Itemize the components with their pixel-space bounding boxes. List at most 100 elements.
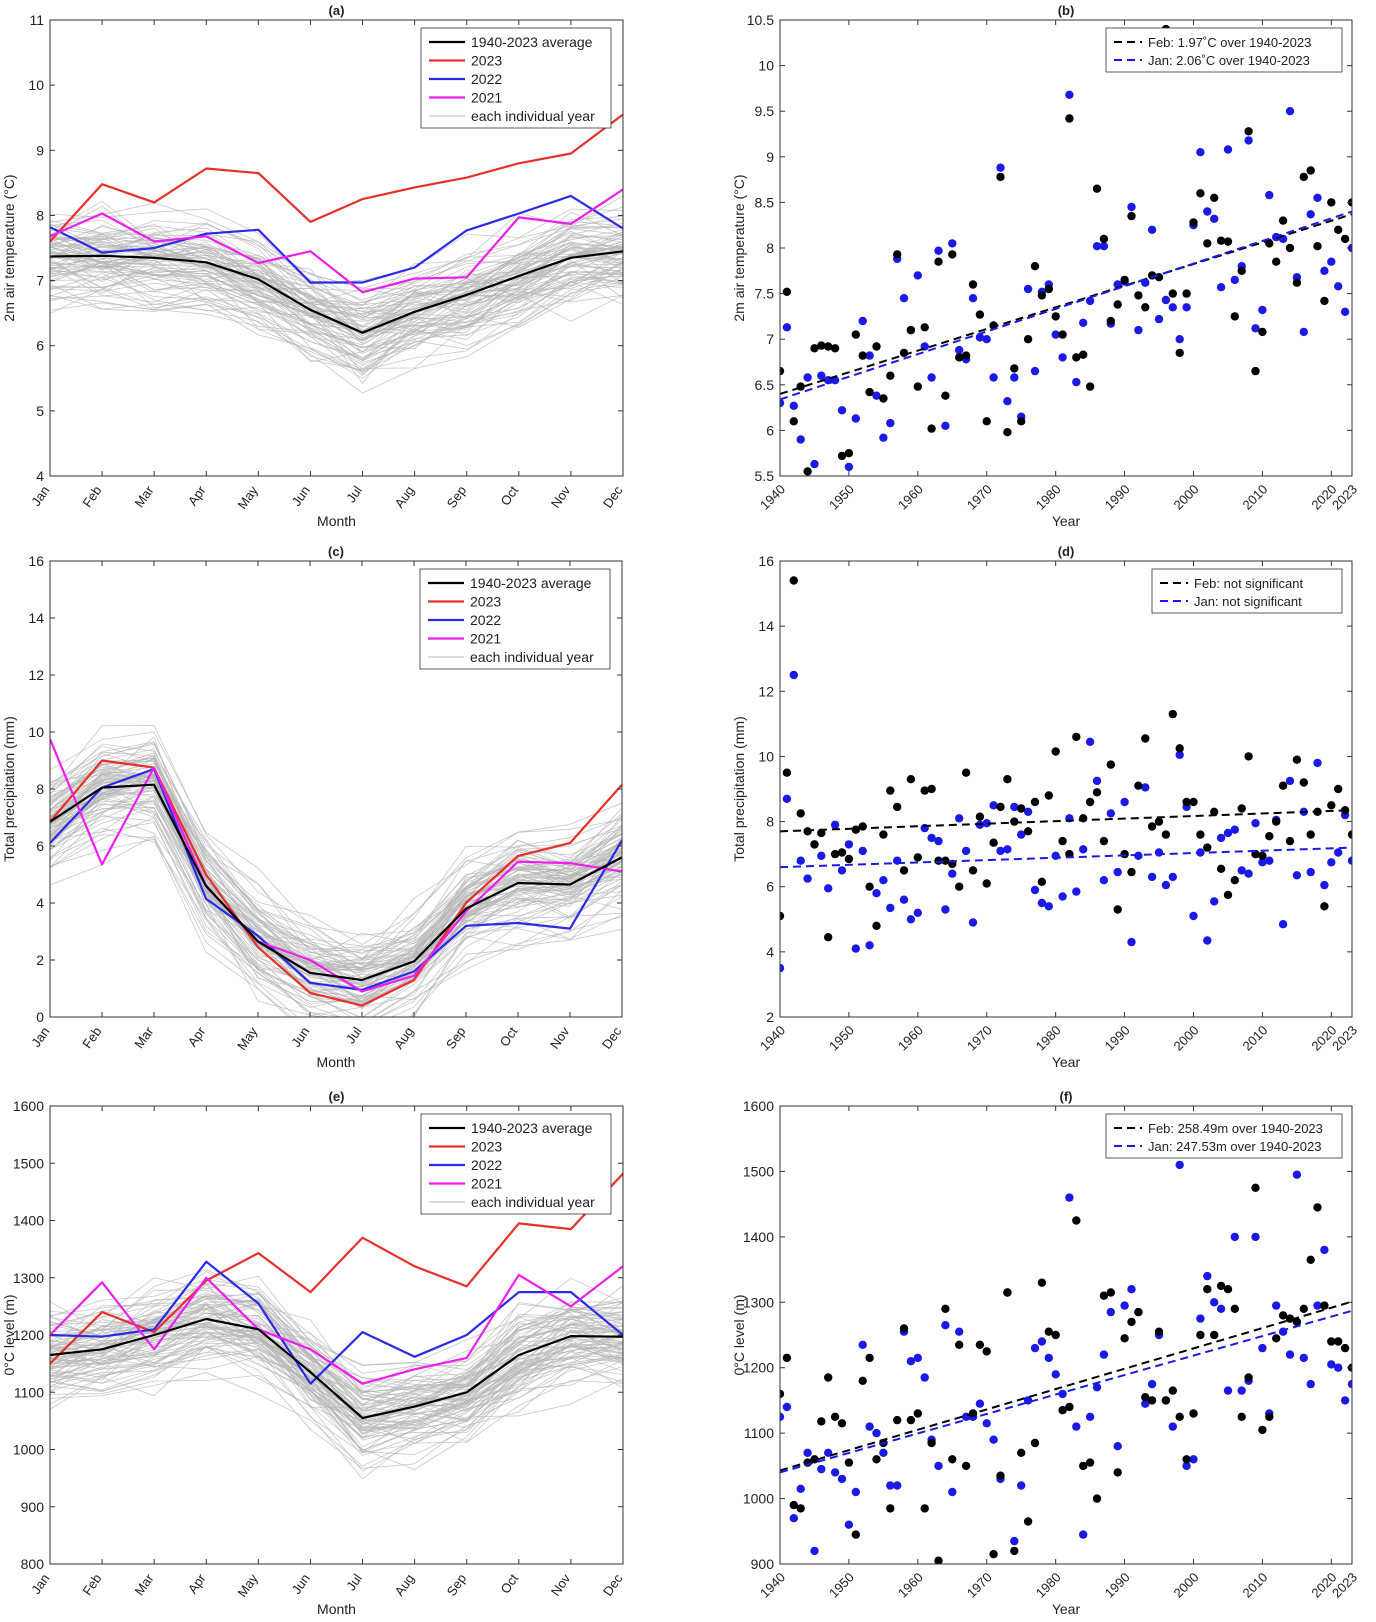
feb-point bbox=[961, 768, 971, 777]
feb-point bbox=[817, 1417, 826, 1426]
jan-point bbox=[1003, 397, 1012, 406]
feb-point bbox=[1285, 836, 1295, 846]
feb-point bbox=[899, 1324, 909, 1333]
jan-point bbox=[837, 406, 847, 415]
legend: 1940-2023 average 2023 2022 2021 each indivi… bbox=[420, 27, 612, 129]
legend-label: 2022 bbox=[471, 1157, 502, 1173]
legend-label: 2023 bbox=[471, 53, 502, 69]
individual-year-line bbox=[50, 276, 623, 371]
feb-point bbox=[1320, 902, 1329, 911]
feb-point bbox=[1017, 1448, 1026, 1458]
axes-frame bbox=[779, 1105, 1353, 1565]
feb-point bbox=[1251, 1183, 1260, 1193]
jan-point bbox=[1010, 802, 1019, 812]
feb-point bbox=[810, 840, 819, 849]
feb-point bbox=[961, 1461, 971, 1471]
jan-point bbox=[830, 820, 840, 829]
jan-point bbox=[920, 1373, 929, 1382]
individual-year-line bbox=[50, 777, 622, 1005]
individual-year-line bbox=[50, 776, 622, 998]
y-tick-label: 12 bbox=[28, 667, 44, 683]
legend-label: Feb: 1.97˚C over 1940-2023 bbox=[1148, 35, 1311, 50]
jan-point bbox=[851, 414, 860, 423]
axes-frame bbox=[49, 1105, 624, 1565]
feb-point bbox=[837, 451, 847, 461]
y-tick-label: 9 bbox=[766, 149, 774, 165]
jan-point bbox=[955, 345, 964, 355]
feb-point bbox=[920, 323, 929, 332]
jan-point bbox=[1265, 856, 1274, 865]
individual-year-line bbox=[50, 1329, 623, 1422]
jan-point bbox=[1147, 225, 1157, 234]
feb-point bbox=[927, 424, 936, 433]
jan-point bbox=[1251, 1232, 1260, 1242]
feb-point bbox=[975, 310, 985, 319]
feb-point bbox=[1223, 1285, 1233, 1294]
feb-point bbox=[1237, 804, 1246, 813]
jan-point bbox=[1292, 871, 1302, 880]
jan-point bbox=[830, 1468, 840, 1477]
feb-point bbox=[920, 786, 929, 795]
feb-point bbox=[1037, 877, 1047, 886]
jan-point bbox=[1051, 330, 1060, 339]
feb-point bbox=[1168, 709, 1178, 719]
jan-point bbox=[782, 794, 792, 803]
jan-point bbox=[1258, 858, 1267, 867]
individual-year-line bbox=[50, 1303, 623, 1419]
jan-point bbox=[1306, 210, 1315, 219]
feb-point bbox=[1216, 864, 1226, 873]
feb-point bbox=[1113, 1468, 1122, 1477]
jan-point bbox=[941, 905, 950, 914]
feb-point bbox=[1065, 849, 1074, 859]
feb-point bbox=[844, 449, 854, 458]
legend: 1940-2023 average 2023 2022 2021 each indivi… bbox=[419, 568, 611, 670]
feb-point bbox=[1147, 1396, 1157, 1405]
jan-point bbox=[824, 884, 833, 893]
jan-point bbox=[1106, 809, 1116, 818]
jan-point bbox=[975, 1399, 985, 1408]
feb-point bbox=[1003, 775, 1012, 784]
feb-point bbox=[1230, 876, 1240, 885]
jan-point bbox=[968, 918, 978, 927]
legend: 1940-2023 average 2023 2022 2021 each indivi… bbox=[420, 1113, 612, 1215]
y-tick-label: 1000 bbox=[743, 1491, 774, 1507]
feb-point bbox=[1334, 784, 1343, 794]
feb-point bbox=[1189, 1409, 1198, 1418]
feb-point bbox=[1072, 1216, 1081, 1225]
jan-point bbox=[955, 814, 964, 823]
jan-point bbox=[941, 1321, 950, 1330]
individual-year-line bbox=[50, 224, 623, 304]
individual-year-line bbox=[50, 791, 622, 1005]
feb-point bbox=[865, 882, 874, 891]
individual-year-line bbox=[50, 237, 623, 320]
jan-point bbox=[1168, 303, 1178, 312]
feb-point bbox=[913, 382, 922, 391]
jan-point bbox=[780, 1412, 785, 1421]
feb-point bbox=[1010, 817, 1019, 826]
feb-point bbox=[1085, 797, 1095, 807]
jan-point bbox=[1216, 833, 1226, 843]
individual-year-line bbox=[50, 273, 623, 361]
feb-point bbox=[817, 341, 826, 350]
jan-point bbox=[1127, 1285, 1136, 1294]
feb-point bbox=[1175, 744, 1184, 753]
jan-point bbox=[1017, 1481, 1026, 1490]
jan-point bbox=[934, 246, 943, 255]
jan-point bbox=[1306, 1379, 1315, 1389]
jan-point bbox=[789, 401, 798, 410]
feb-point bbox=[1175, 348, 1184, 358]
feb-point bbox=[982, 417, 991, 426]
y-tick-label: 14 bbox=[758, 618, 774, 634]
feb-point bbox=[1216, 1281, 1226, 1291]
individual-year-line bbox=[50, 1305, 623, 1424]
feb-point bbox=[899, 348, 909, 358]
feb-point bbox=[789, 1500, 798, 1510]
jan-point bbox=[1127, 937, 1136, 947]
y-tick-label: 7.5 bbox=[755, 286, 775, 302]
y-tick-label: 0 bbox=[36, 1009, 44, 1025]
feb-point bbox=[1058, 330, 1067, 339]
jan-point bbox=[1258, 305, 1267, 315]
individual-year-line bbox=[50, 774, 622, 992]
individual-year-line bbox=[50, 751, 622, 973]
jan-point bbox=[803, 1448, 812, 1458]
